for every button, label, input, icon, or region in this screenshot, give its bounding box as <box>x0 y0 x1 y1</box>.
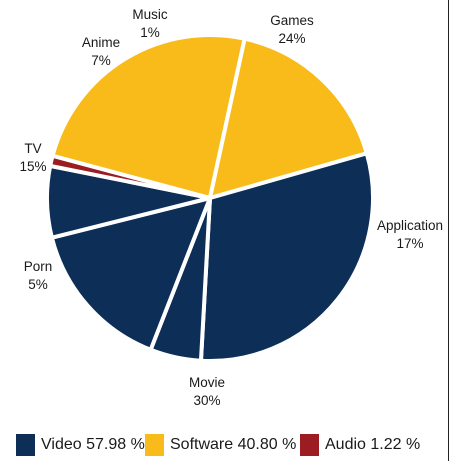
legend-label-video: Video 57.98 % <box>41 436 145 453</box>
slice-label-tv: TV <box>24 141 41 156</box>
slice-percent-application: 17% <box>396 236 423 251</box>
slice-label-music: Music <box>132 7 168 22</box>
pie-chart: Games 24% Application 17% Movie 30% Porn 5% TV 15… <box>19 7 443 408</box>
pie-slices <box>45 33 375 363</box>
frame-border <box>448 0 449 461</box>
slice-label-games: Games <box>270 13 314 28</box>
slice-percent-tv: 15% <box>19 159 46 174</box>
legend-swatch-video <box>16 434 35 456</box>
pie-slice-tv <box>49 196 212 352</box>
slice-percent-porn: 5% <box>28 277 48 292</box>
pie-slice-movie <box>198 151 375 363</box>
slice-label-movie: Movie <box>189 375 225 390</box>
legend-swatch-software <box>145 434 164 456</box>
pie-slice-music <box>48 153 212 200</box>
legend-item-video: Video 57.98 % <box>16 434 145 456</box>
legend-label-audio: Audio 1.22 % <box>325 436 421 453</box>
legend: Video 57.98 % Software 40.80 % Audio 1.2… <box>0 430 460 461</box>
legend-swatch-audio <box>300 434 319 456</box>
slice-percent-movie: 30% <box>193 393 220 408</box>
pie-labels: Games 24% Application 17% Movie 30% Porn 5% TV 15… <box>19 7 443 408</box>
pie-slice-games <box>50 33 247 200</box>
pie-slice-application <box>208 36 369 200</box>
slice-label-porn: Porn <box>24 259 53 274</box>
legend-label-software: Software 40.80 % <box>170 436 297 453</box>
slice-percent-games: 24% <box>278 31 305 46</box>
legend-item-audio: Audio 1.22 % <box>300 434 420 456</box>
slice-percent-music: 1% <box>140 25 160 40</box>
slice-percent-anime: 7% <box>91 53 111 68</box>
slice-label-application: Application <box>377 218 443 233</box>
slice-label-anime: Anime <box>82 35 120 50</box>
legend-item-software: Software 40.80 % <box>145 434 296 456</box>
